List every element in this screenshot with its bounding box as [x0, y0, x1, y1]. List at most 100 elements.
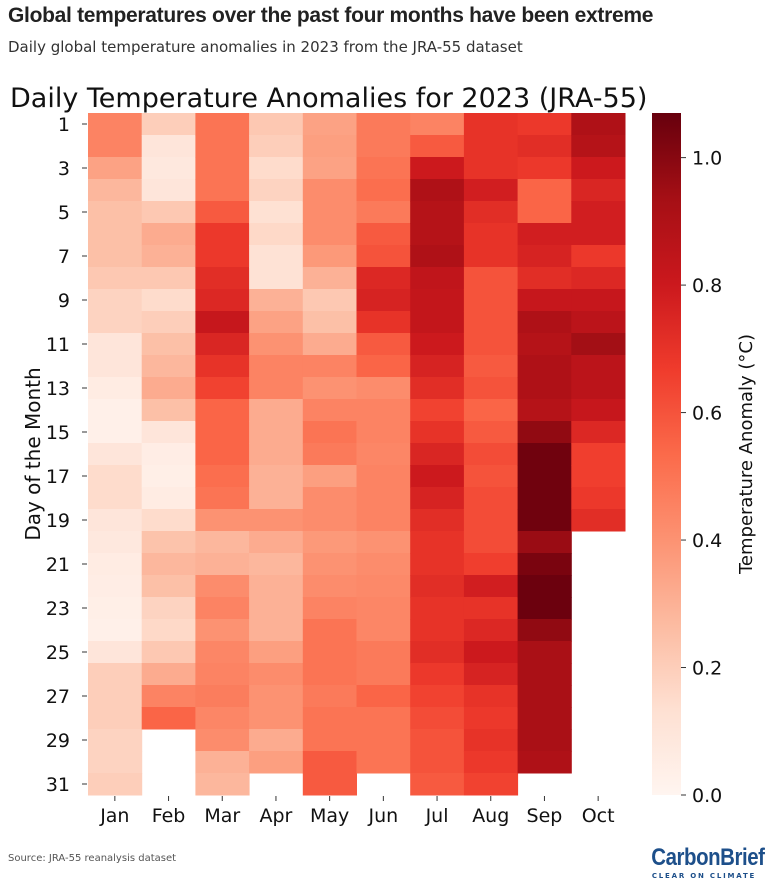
heatmap-cell-aug-26	[463, 663, 519, 686]
colorbar-tick-label: 0.0	[692, 785, 722, 807]
heatmap-cell-may-20	[302, 531, 357, 554]
heatmap-cell-mar-24	[195, 619, 250, 642]
colorbar-tick-label: 0.8	[692, 275, 722, 297]
heatmap-cell-jan-1	[88, 113, 143, 136]
colorbar-tick-label: 0.6	[692, 403, 722, 425]
heatmap-cell-sep-29	[517, 729, 572, 752]
heatmap-cell-mar-22	[195, 575, 250, 598]
heatmap-cell-may-7	[302, 245, 357, 268]
heatmap-cell-jun-11	[356, 333, 411, 356]
heatmap-cell-jan-19	[88, 509, 143, 532]
heatmap-cell-sep-12	[517, 355, 572, 378]
heatmap-cell-mar-10	[195, 311, 250, 334]
heatmap-cell-feb-7	[141, 245, 196, 268]
heatmap-cell-mar-16	[195, 443, 250, 466]
heatmap-cell-mar-12	[195, 355, 250, 378]
heatmap-cell-jun-7	[356, 245, 411, 268]
heatmap-cell-feb-4	[141, 179, 196, 202]
x-tick-label: Mar	[204, 805, 240, 827]
heatmap-cell-feb-18	[141, 487, 196, 510]
heatmap-cell-jul-13	[410, 377, 465, 400]
y-tick-label: 5	[58, 202, 70, 224]
y-tick-label: 15	[46, 422, 70, 444]
heatmap-cell-jul-16	[410, 443, 465, 466]
heatmap-cell-feb-11	[141, 333, 196, 356]
heatmap-cell-aug-3	[463, 157, 519, 180]
heatmap-cell-may-18	[302, 487, 357, 510]
heatmap-cell-sep-2	[517, 135, 572, 158]
colorbar-tick-label: 0.2	[692, 658, 722, 680]
heatmap-cell-aug-24	[463, 619, 519, 642]
heatmap-cell-mar-11	[195, 333, 250, 356]
heatmap-cell-aug-5	[463, 201, 519, 224]
heatmap-cell-jul-31	[410, 773, 465, 796]
heatmap-cell-jul-24	[410, 619, 465, 642]
heatmap-cell-jan-21	[88, 553, 143, 576]
heatmap-cell-jan-24	[88, 619, 143, 642]
heatmap-cell-sep-11	[517, 333, 572, 356]
heatmap-cell-oct-15	[571, 421, 626, 444]
heatmap-cell-apr-14	[249, 399, 304, 422]
heatmap-cell-apr-30	[249, 751, 304, 774]
heatmap-cell-aug-1	[463, 113, 519, 136]
heatmap-cell-aug-19	[463, 509, 519, 532]
heatmap-cell-jul-28	[410, 707, 465, 730]
heatmap-cell-apr-15	[249, 421, 304, 444]
heatmap-cell-apr-28	[249, 707, 304, 730]
heatmap-cell-sep-15	[517, 421, 572, 444]
heatmap-cell-mar-30	[195, 751, 250, 774]
heatmap-cell-mar-28	[195, 707, 250, 730]
y-tick-label: 17	[46, 466, 70, 488]
heatmap-cell-aug-12	[463, 355, 519, 378]
heatmap-cell-mar-21	[195, 553, 250, 576]
chart-title: Daily Temperature Anomalies for 2023 (JR…	[10, 83, 647, 114]
heatmap-cell-oct-19	[571, 509, 626, 532]
heatmap-cell-oct-18	[571, 487, 626, 510]
heatmap-cell-jun-29	[356, 729, 411, 752]
heatmap-cell-aug-29	[463, 729, 519, 752]
heatmap-cell-jun-1	[356, 113, 411, 136]
heatmap-cell-jul-22	[410, 575, 465, 598]
heatmap-cell-jan-4	[88, 179, 143, 202]
heatmap-cell-feb-6	[141, 223, 196, 246]
y-tick-label: 29	[46, 730, 70, 752]
heatmap-cell-aug-23	[463, 597, 519, 620]
colorbar-tick-label: 0.4	[692, 530, 722, 552]
heatmap-cell-sep-27	[517, 685, 572, 708]
heatmap-cell-may-31	[302, 773, 357, 796]
heatmap-cell-mar-25	[195, 641, 250, 664]
heatmap-cell-apr-29	[249, 729, 304, 752]
colorbar-label: Temperature Anomaly (°C)	[736, 334, 757, 575]
heatmap-cell-jun-16	[356, 443, 411, 466]
heatmap-cell-feb-13	[141, 377, 196, 400]
heatmap-cell-sep-13	[517, 377, 572, 400]
logo-name: CarbonBrief	[651, 844, 765, 871]
y-tick-label: 11	[46, 334, 70, 356]
heatmap-cell-jan-15	[88, 421, 143, 444]
heatmap-cell-feb-24	[141, 619, 196, 642]
heatmap-cell-jun-4	[356, 179, 411, 202]
heatmap-cell-apr-3	[249, 157, 304, 180]
heatmap-cell-apr-23	[249, 597, 304, 620]
heatmap-cell-apr-26	[249, 663, 304, 686]
heatmap-cell-mar-23	[195, 597, 250, 620]
heatmap-cell-jun-15	[356, 421, 411, 444]
heatmap-cell-jan-25	[88, 641, 143, 664]
heatmap-cell-aug-15	[463, 421, 519, 444]
heatmap-cell-apr-27	[249, 685, 304, 708]
heatmap-cell-sep-28	[517, 707, 572, 730]
heatmap-cell-sep-16	[517, 443, 572, 466]
x-tick-label: Sep	[527, 805, 563, 827]
heatmap-cell-may-12	[302, 355, 357, 378]
headline: Global temperatures over the past four m…	[8, 4, 654, 27]
heatmap-cell-mar-4	[195, 179, 250, 202]
heatmap-cell-jan-16	[88, 443, 143, 466]
x-tick-label: Jan	[99, 805, 129, 827]
heatmap-cell-may-25	[302, 641, 357, 664]
heatmap-cell-feb-9	[141, 289, 196, 312]
x-tick-label: Jul	[425, 805, 449, 827]
heatmap-cell-jan-29	[88, 729, 143, 752]
heatmap-cell-aug-22	[463, 575, 519, 598]
heatmap-cell-jan-9	[88, 289, 143, 312]
heatmap-cell-jun-6	[356, 223, 411, 246]
